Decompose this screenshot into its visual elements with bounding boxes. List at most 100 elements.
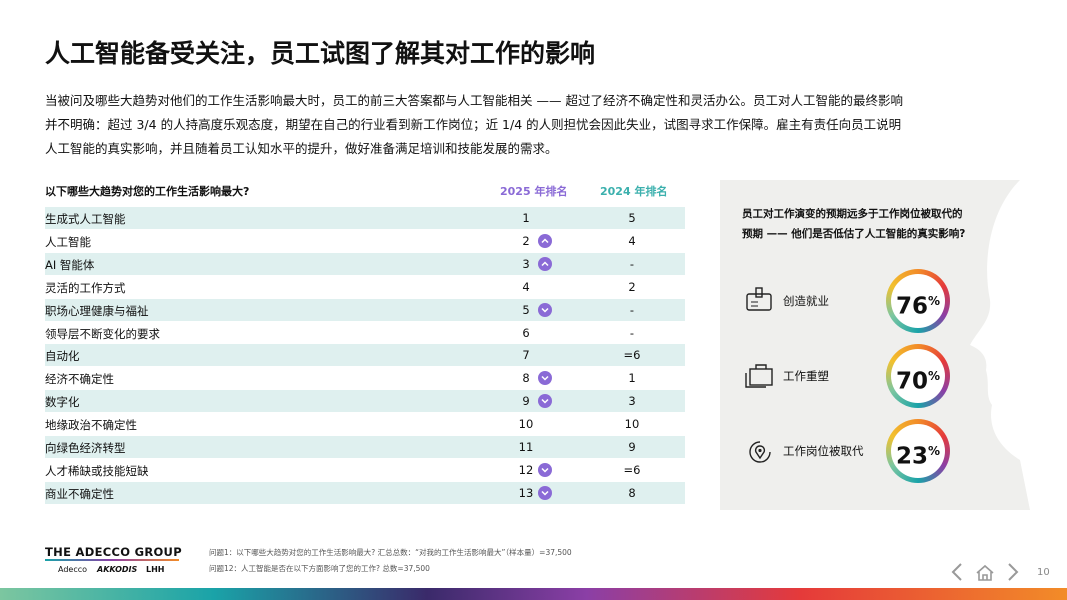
row-label: 领导层不断变化的要求 — [45, 326, 160, 341]
ring-value: 70% — [891, 349, 945, 403]
row-label: 经济不确定性 — [45, 372, 114, 387]
intro-line: 人工智能的真实影响，并且随着员工认知水平的提升，做好准备满足培训和技能发展的需求… — [45, 141, 558, 156]
percent-value: 76 — [895, 293, 928, 320]
rank-2024: - — [629, 325, 635, 340]
ring: 70% — [886, 344, 950, 408]
item-label: 创造就业 — [783, 294, 829, 308]
row-label: 商业不确定性 — [45, 486, 114, 501]
table-row: 自动化 7 =6 — [45, 344, 685, 367]
row-label: 人工智能 — [45, 234, 91, 249]
item-label: 工作重塑 — [783, 369, 829, 383]
trend-icon — [538, 394, 552, 409]
row-label: 生成式人工智能 — [45, 212, 126, 226]
rank-2024: =6 — [623, 348, 641, 363]
rank-2024: - — [629, 302, 635, 317]
page-number: 10 — [1037, 567, 1050, 578]
table-row: 人才稀缺或技能短缺 12 =6 — [45, 459, 685, 481]
rank-2025: 1 — [522, 211, 530, 225]
rank-2025: 13 — [518, 485, 534, 500]
row-label: AI 智能体 — [45, 257, 95, 272]
table-row: 地缘政治不确定性 10 10 — [45, 413, 685, 435]
rank-2024: 1 — [628, 371, 636, 386]
table-row: 人工智能 2 4 — [45, 230, 685, 252]
home-button[interactable] — [976, 564, 994, 581]
silhouette — [970, 180, 1067, 510]
ring: 23% — [886, 419, 950, 483]
table-header: 以下哪些大趋势对您的工作生活影响最大? — [45, 185, 250, 198]
rank-2025: 5 — [522, 302, 530, 317]
logo: THE ADECCO GROUP — [45, 545, 182, 559]
percent-value: 23 — [895, 443, 928, 470]
rank-2024: 8 — [628, 485, 636, 500]
logo-rule — [45, 559, 179, 561]
row-label: 职场心理健康与福祉 — [45, 303, 149, 318]
brand: LHH — [146, 565, 165, 574]
table-row: 数字化 9 3 — [45, 390, 685, 413]
title: 人工智能备受关注，员工试图了解其对工作的影响 — [45, 39, 596, 68]
rank-2024: - — [629, 256, 635, 271]
intro-line: 当被问及哪些大趋势对他们的工作生活影响最大时，员工的前三大答案都与人工智能相关 … — [45, 93, 903, 108]
ring: 76% — [886, 269, 950, 333]
ring-value: 76% — [891, 274, 945, 328]
rank-2024: =6 — [623, 462, 641, 477]
row-label: 自动化 — [45, 349, 80, 364]
row-label: 数字化 — [45, 395, 80, 410]
trend-icon — [538, 462, 552, 477]
rank-2025: 8 — [522, 371, 530, 386]
percent-value: 70 — [895, 368, 928, 395]
table-row: AI 智能体 3 - — [45, 252, 685, 275]
table-header: 2024 年排名 — [600, 185, 668, 198]
rank-2024: 4 — [628, 233, 636, 248]
panel-question: 预期 —— 他们是否低估了人工智能的真实影响? — [742, 228, 966, 240]
table-row: 向绿色经济转型 11 9 — [45, 436, 685, 458]
brand: Adecco — [58, 565, 88, 574]
table-row: 生成式人工智能 1 5 — [45, 207, 685, 229]
row-label: 灵活的工作方式 — [45, 280, 126, 295]
table-row: 商业不确定性 13 8 — [45, 481, 685, 504]
rank-2024: 3 — [628, 394, 636, 409]
trend-icon — [538, 233, 552, 248]
color-bar — [0, 588, 1067, 600]
footnote: 问题12：人工智能是否在以下方面影响了您的工作? 总数=37,500 — [209, 564, 430, 573]
rank-2025: 6 — [522, 325, 530, 340]
nav — [951, 563, 1019, 581]
percent-unit: % — [927, 294, 941, 308]
item-icon — [746, 287, 772, 311]
rank-2025: 12 — [518, 462, 534, 477]
table-row: 领导层不断变化的要求 6 - — [45, 322, 685, 344]
table-header: 2025 年排名 — [500, 185, 568, 198]
item-label: 工作岗位被取代 — [783, 444, 864, 458]
rank-2025: 9 — [522, 394, 530, 409]
item-icon — [745, 364, 773, 388]
rank-2025: 10 — [518, 417, 534, 432]
trend-icon — [538, 371, 552, 386]
rank-2024: 9 — [628, 440, 636, 454]
trend-icon — [538, 256, 552, 271]
next-button[interactable] — [1008, 563, 1019, 581]
row-label: 地缘政治不确定性 — [45, 418, 137, 433]
intro-line: 并不明确：超过 3/4 的人持高度乐观态度，期望在自己的行业看到新工作岗位；近 … — [45, 117, 902, 132]
footnote: 问题1：以下哪些大趋势对您的工作生活影响最大? 汇总总数：“对我的工作生活影响最… — [209, 548, 572, 557]
panel-question: 员工对工作演变的预期远多于工作岗位被取代的 — [742, 208, 963, 220]
rank-2024: 2 — [628, 279, 636, 294]
trend-icon — [538, 302, 552, 317]
brand: AKKODIS — [97, 565, 138, 574]
trend-icon — [538, 485, 552, 500]
ring-value: 23% — [891, 424, 945, 478]
rank-2025: 7 — [522, 348, 530, 363]
rank-2025: 3 — [522, 256, 530, 271]
row-label: 人才稀缺或技能短缺 — [45, 463, 149, 478]
rank-2025: 2 — [522, 233, 530, 248]
prev-button[interactable] — [951, 563, 962, 581]
rank-2025: 4 — [522, 279, 530, 294]
rank-2024: 5 — [628, 211, 636, 225]
percent-unit: % — [927, 369, 941, 383]
rank-2025: 11 — [518, 440, 534, 454]
table-row: 灵活的工作方式 4 2 — [45, 276, 685, 298]
item-icon — [749, 441, 771, 463]
row-label: 向绿色经济转型 — [45, 441, 126, 455]
percent-unit: % — [927, 444, 941, 458]
table-row: 职场心理健康与福祉 5 - — [45, 298, 685, 321]
table-row: 经济不确定性 8 1 — [45, 367, 685, 389]
